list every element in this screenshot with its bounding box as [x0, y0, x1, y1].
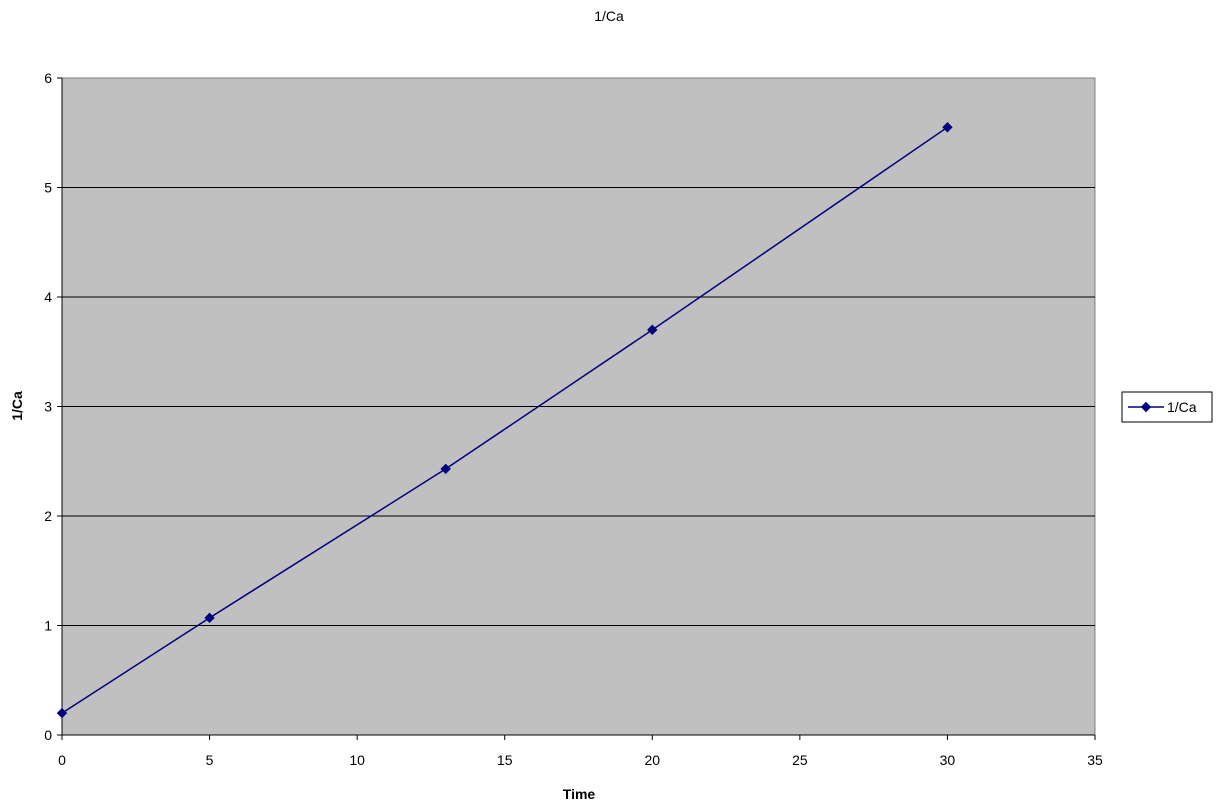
x-tick-label: 0 — [58, 752, 66, 768]
x-tick-label: 25 — [792, 752, 808, 768]
y-axis-title: 1/Ca — [9, 391, 25, 421]
legend-label: 1/Ca — [1167, 399, 1197, 415]
y-tick-label: 3 — [44, 399, 52, 415]
y-tick-label: 2 — [44, 508, 52, 524]
x-tick-label: 30 — [940, 752, 956, 768]
y-tick-label: 0 — [44, 727, 52, 743]
gridlines — [62, 187, 1095, 626]
data-point — [204, 612, 215, 624]
legend: 1/Ca — [1121, 391, 1213, 423]
y-tick-label: 1 — [44, 618, 52, 634]
legend-marker-diamond — [1140, 401, 1152, 413]
y-tick-label: 6 — [44, 70, 52, 86]
series-group — [56, 122, 953, 719]
x-tick-label: 15 — [497, 752, 513, 768]
data-point — [440, 463, 451, 475]
x-tick-label: 20 — [644, 752, 660, 768]
x-tick-label: 5 — [206, 752, 214, 768]
x-axis-title: Time — [563, 786, 596, 802]
y-tick-label: 4 — [44, 289, 52, 305]
chart-title: 1/Ca — [594, 8, 624, 24]
axes: 0 1 2 3 4 5 6 0 5 10 15 20 25 30 35 — [44, 70, 1103, 768]
x-tick-label: 35 — [1087, 752, 1103, 768]
data-point — [56, 707, 68, 719]
data-point — [647, 324, 658, 336]
data-point — [942, 122, 953, 133]
x-tick-label: 10 — [349, 752, 365, 768]
y-tick-label: 5 — [44, 180, 52, 196]
